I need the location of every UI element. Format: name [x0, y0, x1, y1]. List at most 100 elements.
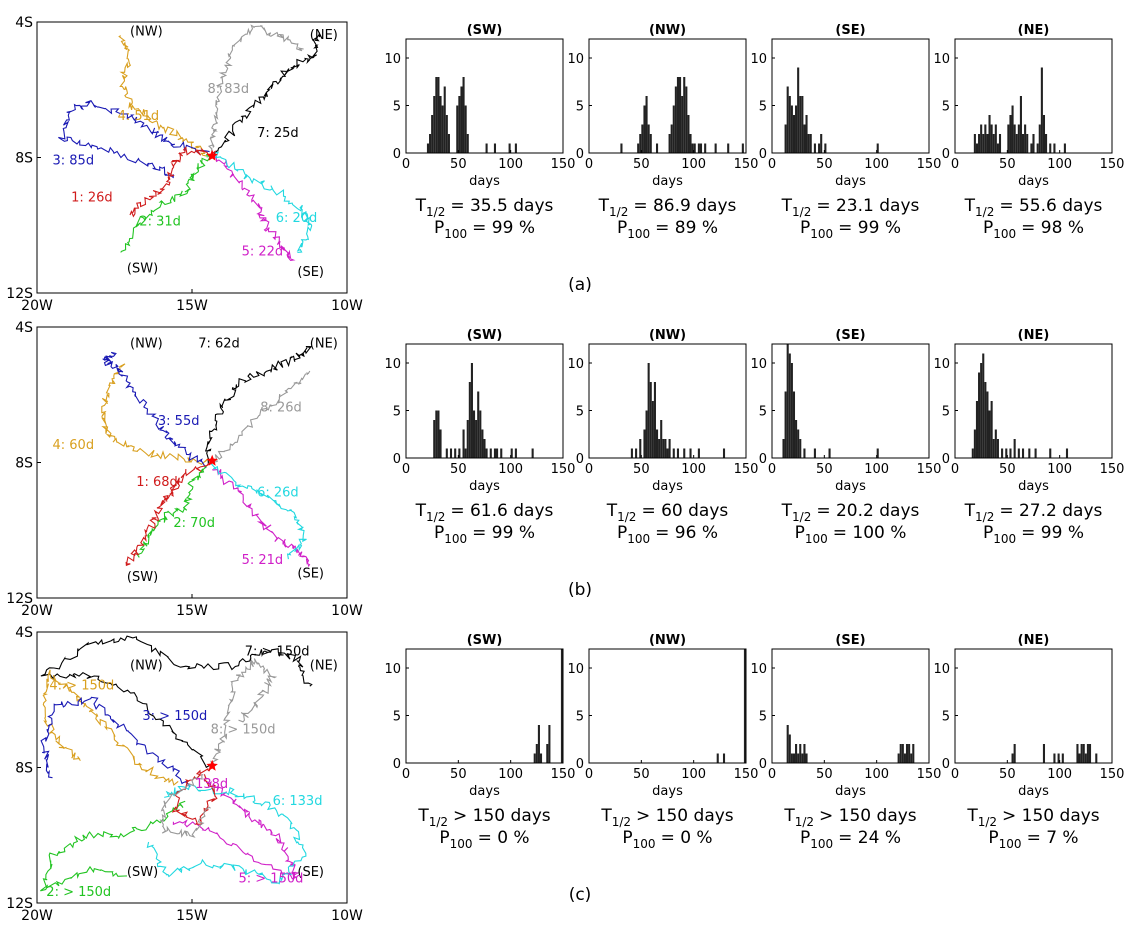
stat-value: = 60 days — [641, 501, 728, 521]
hist-x-tick-label: 100 — [1047, 767, 1072, 782]
stat-symbol: T — [781, 501, 793, 521]
p100-stat: P100 = 96 % — [617, 523, 718, 546]
histogram-bar — [803, 744, 806, 763]
histogram-title: (SE) — [835, 328, 865, 343]
histogram-title: (NW) — [649, 328, 686, 343]
histogram-bar — [1038, 124, 1041, 153]
histogram-bar — [1013, 124, 1016, 153]
hist-y-tick-label: 5 — [759, 710, 767, 725]
track-7 — [204, 346, 313, 465]
hist-x-tick-label: 100 — [498, 767, 523, 782]
hist-x-tick-label: 150 — [1100, 767, 1125, 782]
map-x-tick-label: 10W — [331, 298, 363, 314]
histogram-bar — [1009, 448, 1012, 458]
half-life-stat: T1/2 = 20.2 days — [781, 501, 920, 524]
histogram-bar — [899, 744, 902, 763]
histogram-title: (SW) — [467, 23, 503, 38]
stat-value: = 98 % — [1021, 218, 1084, 238]
p100-stat: P100 = 0 % — [622, 828, 712, 851]
histogram-bar — [1032, 134, 1035, 153]
track-5 — [211, 151, 296, 261]
histogram-bar — [670, 124, 673, 153]
hist-x-tick-label: 0 — [951, 767, 959, 782]
hist-x-tick-label: 50 — [999, 157, 1016, 172]
p100-stat: P100 = 98 % — [983, 218, 1084, 241]
hist-y-tick-label: 10 — [933, 357, 950, 372]
histogram-bar — [477, 391, 480, 458]
histogram-bar — [994, 124, 997, 153]
hist-x-tick-label: 150 — [734, 767, 759, 782]
histogram-bar — [784, 391, 787, 458]
hist-y-tick-label: 10 — [750, 52, 767, 67]
hist-y-tick-label: 10 — [567, 662, 584, 677]
p100-stat: P100 = 99 % — [434, 523, 535, 546]
hist-x-tick-label: 50 — [999, 767, 1016, 782]
histogram-bar — [683, 77, 686, 153]
stat-value: = 99 % — [838, 218, 901, 238]
histogram-bar — [479, 410, 482, 458]
hist-y-tick-label: 5 — [393, 100, 401, 115]
stat-subscript: 100 — [810, 837, 833, 851]
histogram-bar — [514, 448, 517, 458]
hist-x-axis-label: days — [652, 174, 683, 189]
hist-x-tick-label: 0 — [585, 157, 593, 172]
histogram-bar — [443, 86, 446, 153]
hist-x-tick-label: 0 — [585, 462, 593, 477]
histogram-bar — [984, 124, 987, 153]
histogram-bar — [466, 134, 469, 153]
stat-value: = 0 % — [478, 828, 530, 848]
histogram-bar — [693, 143, 696, 153]
hist-x-tick-label: 150 — [917, 462, 942, 477]
panel-row-2: (NW) (NE) (SW) (SE) 2: > 150d 3: > 150d 4: > 1… — [6, 625, 1124, 924]
half-life-stat: T1/2 > 150 days — [966, 806, 1099, 829]
histogram-bar — [689, 448, 692, 458]
histogram-bar — [1080, 744, 1083, 763]
histogram-bar — [897, 753, 900, 763]
histogram-bar — [560, 649, 563, 763]
histogram-bar — [905, 744, 909, 763]
stat-value: = 96 % — [655, 523, 718, 543]
histogram-bar — [533, 753, 536, 763]
hist-x-tick-label: 100 — [681, 767, 706, 782]
stat-subscript: 100 — [444, 532, 467, 546]
histogram-bar — [795, 105, 798, 153]
stat-symbol: T — [783, 806, 795, 826]
map-x-tick-label: 20W — [21, 603, 53, 619]
histogram-bar — [1040, 67, 1043, 153]
hist-x-axis-label: days — [469, 479, 500, 494]
histogram-bar — [1001, 448, 1004, 458]
histogram-bar — [620, 143, 623, 153]
p100-stat: P100 = 99 % — [800, 218, 901, 241]
histogram-bar — [788, 353, 791, 458]
histogram-bar — [1095, 753, 1098, 763]
histogram-bar — [429, 134, 432, 153]
map-x-tick-label: 15W — [176, 603, 208, 619]
region-label: (SE) — [297, 865, 324, 880]
hist-y-tick-label: 0 — [942, 147, 950, 162]
hist-y-tick-label: 0 — [576, 452, 584, 467]
histogram-bar — [801, 753, 804, 763]
histogram-bar — [1076, 744, 1079, 763]
histogram-bar — [674, 86, 677, 153]
half-life-stat: T1/2 > 150 days — [417, 806, 550, 829]
histogram-bar — [537, 725, 540, 763]
hist-x-tick-label: 0 — [951, 157, 959, 172]
histogram-bar — [799, 744, 802, 763]
stat-value: > 150 days — [819, 806, 917, 826]
hist-y-tick-label: 10 — [384, 662, 401, 677]
histogram-bar — [1019, 96, 1022, 153]
histogram-bar — [662, 439, 665, 458]
hist-x-axis-label: days — [1018, 479, 1049, 494]
hist-y-tick-label: 0 — [942, 757, 950, 772]
histogram-bar — [449, 448, 453, 458]
trajectory-tracks — [58, 24, 321, 261]
histogram-bar — [431, 115, 434, 153]
histogram-bar — [1007, 124, 1010, 153]
histogram-bar — [668, 439, 671, 458]
track-label: 8: 26d — [260, 401, 302, 416]
histogram-bar — [439, 429, 442, 458]
hist-x-tick-label: 50 — [816, 767, 833, 782]
histogram-bar — [973, 429, 976, 458]
